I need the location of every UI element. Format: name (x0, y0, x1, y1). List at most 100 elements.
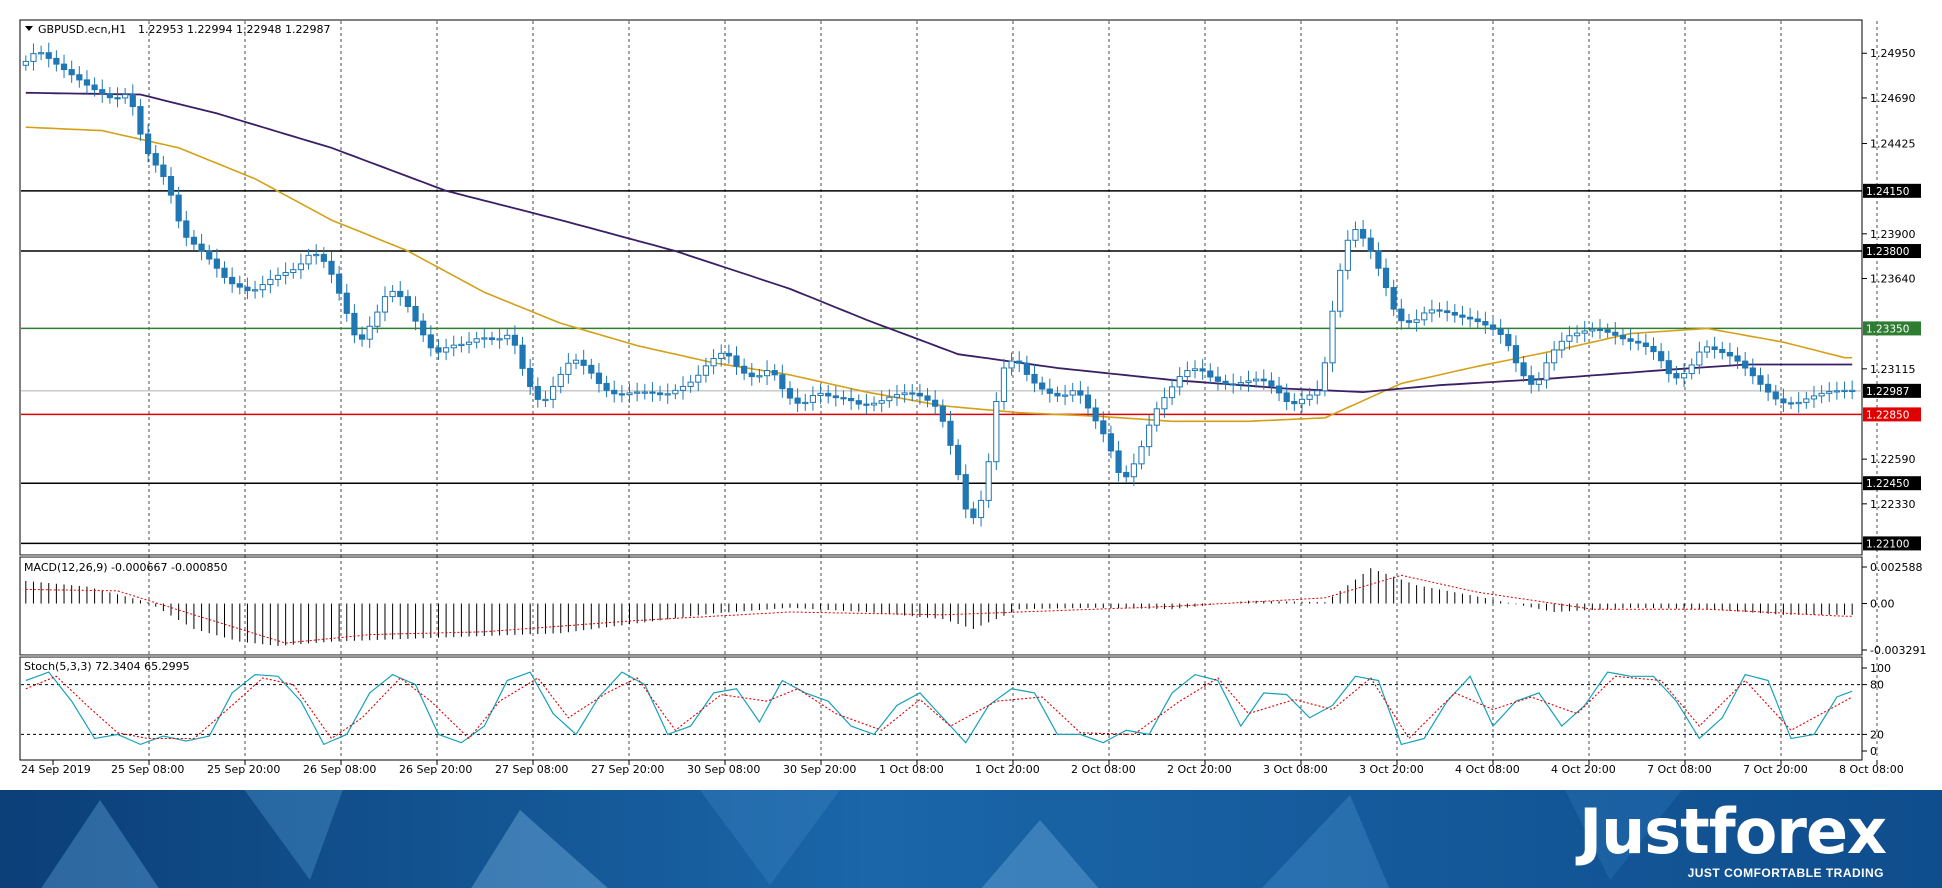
candle-body (580, 359, 587, 366)
candle-body (1589, 328, 1596, 332)
macd-title: MACD(12,26,9) -0.000667 -0.000850 (24, 561, 227, 574)
level-price-label: 1.22100 (1866, 538, 1909, 550)
candle-body (1680, 373, 1688, 379)
candle-body (1627, 338, 1634, 342)
time-label: 4 Oct 20:00 (1551, 763, 1616, 776)
candle-body (710, 358, 717, 367)
candle-body (1130, 463, 1137, 478)
candle-body (1314, 390, 1321, 396)
candle-body (1123, 471, 1130, 478)
candle-body (687, 381, 694, 387)
candle-body (175, 194, 182, 222)
level-price-tag (1863, 407, 1921, 422)
time-label: 2 Oct 20:00 (1167, 763, 1232, 776)
candle-body (1000, 367, 1008, 403)
candle-body (1191, 368, 1199, 372)
candle-body (1230, 383, 1237, 386)
candle-body (1023, 362, 1030, 375)
candle-body (1795, 401, 1802, 405)
candle-body (1497, 328, 1504, 335)
candle-body (595, 372, 603, 384)
macd-indicator: 0.002588 0.00 -0.003291 (25, 561, 1926, 657)
dropdown-triangle-icon[interactable] (25, 26, 33, 31)
macd-tick-label: -0.003291 (1870, 644, 1926, 657)
candle-body (1008, 360, 1015, 369)
current-price-tag (1863, 383, 1921, 398)
level-price-tag (1863, 476, 1921, 491)
level-price-label: 1.23800 (1866, 246, 1909, 258)
brand-footer: Justforex JUST COMFORTABLE TRADING (0, 790, 1942, 888)
candle-body (519, 344, 526, 369)
stoch-tick-label: 80 (1870, 679, 1884, 692)
candle-body (1360, 229, 1367, 239)
current-price-label: 1.22987 (1866, 386, 1909, 398)
candle-body (893, 394, 901, 398)
candle-body (1596, 328, 1604, 331)
candle-body (397, 290, 404, 298)
candle-body (1107, 433, 1115, 452)
candle-body (167, 175, 175, 196)
candle-body (1237, 382, 1244, 385)
macd-signal-line (25, 574, 1853, 644)
candle-body (374, 311, 381, 327)
candle-body (1115, 450, 1122, 473)
candle-body (809, 394, 817, 403)
candle-body (1512, 345, 1520, 364)
candle-body (557, 373, 564, 387)
candle-body (955, 444, 962, 476)
candle-body (947, 420, 954, 446)
candle-body (1719, 348, 1726, 353)
stoch-title: Stoch(5,3,3) 72.3404 65.2995 (24, 660, 190, 673)
candle-body (1581, 330, 1588, 334)
candle-body (626, 392, 633, 396)
candle-body (412, 305, 419, 322)
stoch-tick-label: 20 (1870, 728, 1884, 741)
candlesticks (22, 42, 1856, 527)
price-tick-label: 1.24425 (1870, 138, 1916, 151)
candle-body (1184, 370, 1191, 378)
time-label: 7 Oct 08:00 (1647, 763, 1712, 776)
candle-body (932, 399, 939, 407)
macd-panel (19, 556, 1863, 656)
candle-body (985, 461, 992, 501)
level-price-label: 1.22450 (1866, 478, 1909, 490)
candle-body (60, 63, 68, 71)
candle-body (1398, 308, 1405, 322)
candle-body (977, 499, 985, 519)
candle-body (229, 276, 236, 285)
candle-body (1031, 373, 1038, 384)
candle-body (825, 392, 832, 397)
time-label: 24 Sep 2019 (21, 763, 91, 776)
candle-body (679, 385, 687, 391)
vertical-gridlines (148, 21, 1878, 759)
candle-body (725, 352, 732, 357)
time-label: 8 Oct 08:00 (1839, 763, 1904, 776)
candle-body (771, 370, 778, 376)
candle-body (1428, 309, 1435, 314)
candle-body (970, 508, 977, 519)
candle-body (1253, 378, 1260, 382)
candle-body (1016, 360, 1023, 364)
candle-body (45, 52, 52, 59)
stoch-main-line (25, 671, 1853, 746)
candle-body (733, 355, 740, 367)
time-label: 27 Sep 20:00 (591, 763, 664, 776)
candle-body (68, 69, 75, 76)
stoch-tick-label: 0 (1870, 745, 1877, 758)
candle-body (91, 84, 98, 91)
candle-body (1092, 407, 1099, 422)
candle-body (909, 392, 916, 395)
candle-body (1665, 360, 1672, 375)
candle-body (213, 258, 220, 269)
candle-body (404, 296, 412, 307)
candle-body (702, 365, 710, 376)
candle-body (129, 94, 136, 108)
candle-body (511, 334, 518, 346)
candle-body (603, 382, 610, 391)
candle-body (1061, 394, 1069, 397)
candle-body (1146, 424, 1153, 448)
candle-body (1612, 331, 1619, 336)
candle-body (779, 374, 786, 390)
candle-body (1749, 367, 1756, 377)
level-price-tag (1863, 244, 1921, 259)
